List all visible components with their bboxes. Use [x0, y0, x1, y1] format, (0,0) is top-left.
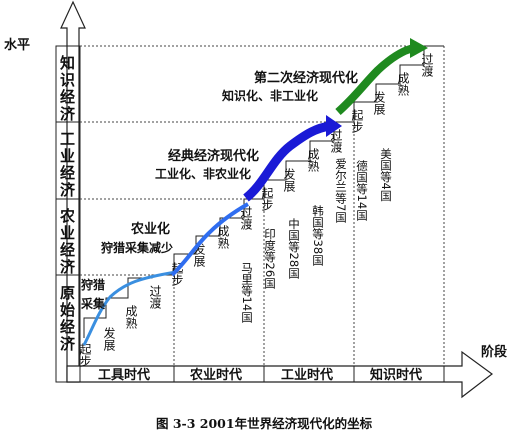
level-primitive-char-3: 经 [60, 318, 75, 336]
level-knowledge-char-1: 知 [60, 54, 75, 72]
stage-knowledge-develop: 发展 [372, 90, 386, 115]
curve-second-arrowhead [410, 38, 428, 58]
dashed-grid [80, 45, 445, 382]
era-tool: 工具时代 [98, 367, 150, 383]
staircase-knowledge [353, 45, 444, 122]
era-knowledge: 知识时代 [370, 367, 422, 383]
level-primitive-char-1: 原 [60, 284, 75, 302]
level-agricultural-char-2: 业 [60, 224, 75, 242]
level-agricultural-char-4: 济 [60, 258, 76, 276]
stage-primitive-mature: 成熟 [124, 305, 138, 330]
level-agricultural-economy: 农 业 经 济 [59, 207, 76, 276]
country-group-germany: 德国等14国 [355, 159, 369, 221]
level-agricultural-char-3: 经 [60, 241, 75, 259]
country-group-china: 中国等28国 [287, 218, 301, 279]
curve-primitive-label-2: 采集 [80, 296, 106, 311]
curve-agriculture-label-1: 农业化 [130, 221, 170, 237]
level-knowledge-char-3: 经 [60, 88, 75, 106]
y-axis [60, 0, 86, 383]
curve-classic-label-2: 工业化、非农业化 [155, 166, 251, 181]
level-agricultural-char-1: 农 [59, 207, 75, 225]
country-group-india: 印度等26国 [263, 228, 277, 289]
level-column [55, 45, 81, 383]
stage-agriculture-transition: 过渡 [239, 206, 253, 230]
y-axis-label: 水平 [4, 37, 30, 53]
level-knowledge-char-2: 识 [60, 71, 75, 89]
level-primitive-economy: 原 始 经 济 [60, 284, 76, 353]
country-group-ireland: 爱尔兰等7国 [334, 158, 348, 223]
curve-agriculture-label-2: 狩猎采集减少 [101, 240, 173, 255]
curve-primitive [82, 270, 177, 346]
curve-classic-arrowhead [326, 115, 342, 137]
figure-caption: 图 3-3 2001年世界经济现代化的坐标 [156, 416, 373, 431]
level-industrial-char-1: 工 [60, 130, 75, 148]
x-axis-label: 阶段 [481, 344, 507, 360]
curve-second-label-1: 第二次经济现代化 [254, 70, 358, 86]
curve-classic-label-1: 经典经济现代化 [168, 148, 259, 164]
x-axis [66, 350, 494, 399]
level-primitive-char-2: 始 [60, 301, 75, 319]
level-knowledge-economy: 知 识 经 济 [60, 54, 76, 123]
stage-industry-start: 起步 [260, 187, 274, 211]
stage-industry-mature: 成熟 [306, 148, 320, 173]
stage-primitive-develop: 发展 [102, 326, 116, 351]
stage-industry-develop: 发展 [282, 167, 296, 192]
level-industrial-char-2: 业 [60, 147, 75, 165]
era-industry: 工业时代 [281, 367, 333, 383]
curve-primitive-label-1: 狩猎 [81, 277, 105, 292]
level-industrial-char-4: 济 [60, 181, 76, 199]
era-agriculture: 农业时代 [189, 367, 242, 383]
stage-agriculture-mature: 成熟 [216, 225, 230, 250]
stage-knowledge-start: 起步 [350, 109, 364, 133]
stage-primitive-start: 起步 [78, 343, 92, 367]
curve-classic [243, 121, 331, 202]
level-industrial-economy: 工 业 经 济 [60, 130, 76, 199]
curve-second-label-2: 知识化、非工业化 [221, 88, 318, 103]
level-primitive-char-4: 济 [60, 335, 76, 353]
stage-knowledge-mature: 成熟 [396, 72, 410, 97]
level-industrial-char-3: 经 [60, 164, 75, 182]
country-group-usa: 美国等4国 [379, 147, 393, 202]
stage-industry-transition: 过渡 [329, 129, 343, 153]
level-knowledge-char-4: 济 [60, 105, 76, 123]
country-group-korea: 韩国等38国 [311, 204, 325, 266]
stage-knowledge-transition: 过渡 [420, 53, 434, 77]
curve-agriculture [170, 202, 249, 277]
curve-second [335, 44, 415, 115]
country-group-mali: 马里等14国 [240, 262, 254, 323]
stage-primitive-transition: 过渡 [148, 285, 162, 309]
